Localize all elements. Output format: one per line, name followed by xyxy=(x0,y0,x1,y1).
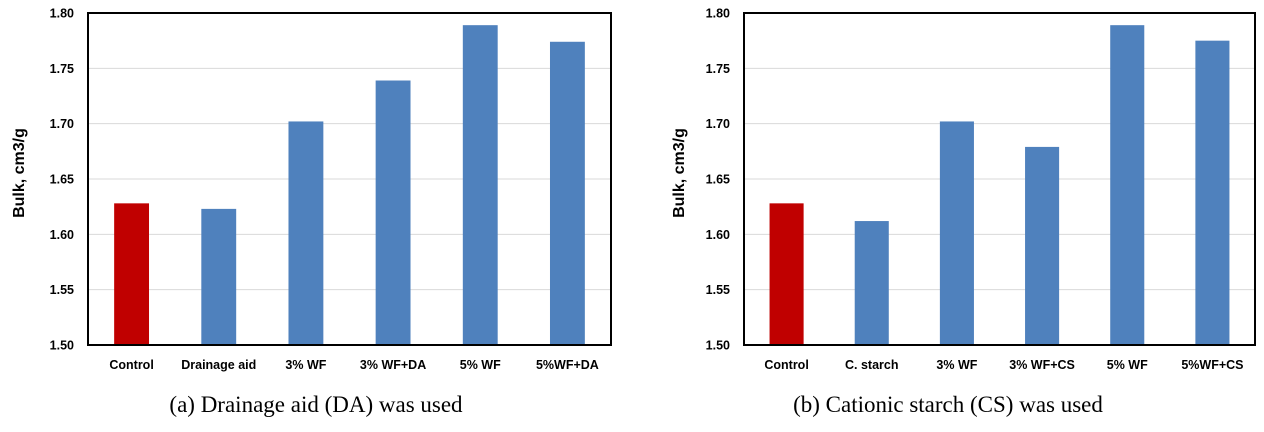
x-tick-label: 3% WF+DA xyxy=(360,358,426,372)
bar-5-wf xyxy=(1110,25,1145,345)
chart-a-caption: (a) Drainage aid (DA) was used xyxy=(169,392,463,417)
y-tick-label: 1.70 xyxy=(706,117,730,131)
bar-5-wf xyxy=(462,25,498,345)
x-tick-label: 5%WF+CS xyxy=(1181,358,1243,372)
y-tick-label: 1.80 xyxy=(706,7,730,21)
x-tick-label: 5%WF+DA xyxy=(536,358,599,372)
x-tick-label: Drainage aid xyxy=(181,358,256,372)
bar-c-starch xyxy=(854,221,889,345)
y-axis-label: Bulk, cm3/g xyxy=(11,128,28,218)
bar-3-wf-da xyxy=(375,80,411,346)
y-tick-label: 1.50 xyxy=(50,339,74,353)
bar-3-wf xyxy=(288,121,324,345)
x-tick-label: 5% WF xyxy=(1107,358,1148,372)
bar-drainage-aid xyxy=(201,208,237,345)
x-tick-label: Control xyxy=(109,358,153,372)
bar-3-wf xyxy=(939,121,974,345)
y-tick-label: 1.65 xyxy=(50,173,74,187)
plot-area-border xyxy=(87,12,612,346)
x-tick-label: 5% WF xyxy=(460,358,501,372)
x-tick-label: Control xyxy=(764,358,808,372)
plot-area-border xyxy=(743,12,1256,346)
x-tick-label: C. starch xyxy=(845,358,899,372)
y-tick-label: 1.55 xyxy=(706,283,730,297)
chart-panel-b: 1.50 1.55 1.60 1.65 1.70 1.75 1.80 Control C. st… xyxy=(632,0,1264,432)
y-tick-label: 1.60 xyxy=(706,228,730,242)
chart-a: 1.50 1.55 1.60 1.65 1.70 1.75 1.80 Control Drain… xyxy=(11,7,612,372)
x-tick-label: 3% WF xyxy=(285,358,326,372)
chart-panel-a: 1.50 1.55 1.60 1.65 1.70 1.75 1.80 Control Drain… xyxy=(11,7,612,417)
bar-control xyxy=(114,203,150,345)
y-tick-label: 1.75 xyxy=(706,62,730,76)
bar-5-wf-cs xyxy=(1195,40,1230,346)
y-tick-label: 1.75 xyxy=(50,62,74,76)
y-tick-label: 1.80 xyxy=(50,7,74,21)
bar-3-wf-cs xyxy=(1025,146,1060,345)
x-tick-label: 3% WF+CS xyxy=(1009,358,1075,372)
bar-5-wf-da xyxy=(549,41,585,345)
y-tick-label: 1.70 xyxy=(50,117,74,131)
y-tick-label: 1.65 xyxy=(706,173,730,187)
y-tick-label: 1.55 xyxy=(50,283,74,297)
y-tick-label: 1.50 xyxy=(706,339,730,353)
y-tick-label: 1.60 xyxy=(50,228,74,242)
x-tick-label: 3% WF xyxy=(936,358,977,372)
y-axis-label: Bulk, cm3/g xyxy=(671,128,688,218)
bar-control xyxy=(769,203,804,345)
chart-b-caption: (b) Cationic starch (CS) was used xyxy=(793,392,1103,417)
chart-b: 1.50 1.55 1.60 1.65 1.70 1.75 1.80 Control C. st… xyxy=(671,7,1256,372)
